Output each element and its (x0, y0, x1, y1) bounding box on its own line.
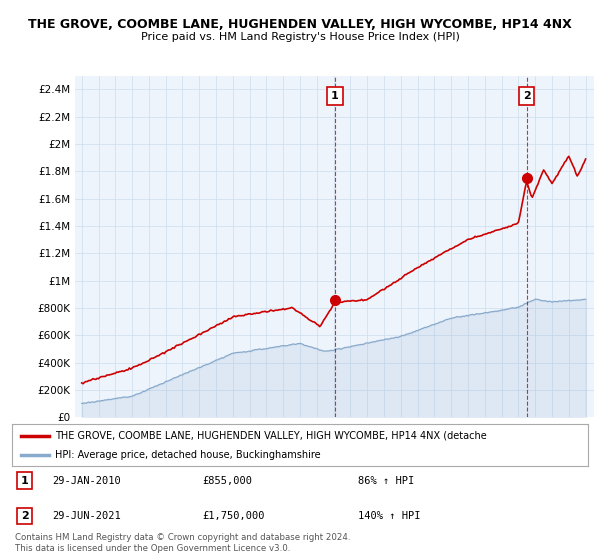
Text: HPI: Average price, detached house, Buckinghamshire: HPI: Average price, detached house, Buck… (55, 450, 321, 460)
Text: Price paid vs. HM Land Registry's House Price Index (HPI): Price paid vs. HM Land Registry's House … (140, 32, 460, 42)
Text: 2: 2 (21, 511, 29, 521)
Text: 140% ↑ HPI: 140% ↑ HPI (358, 511, 420, 521)
Text: THE GROVE, COOMBE LANE, HUGHENDEN VALLEY, HIGH WYCOMBE, HP14 4NX (detache: THE GROVE, COOMBE LANE, HUGHENDEN VALLEY… (55, 431, 487, 441)
Text: 29-JAN-2010: 29-JAN-2010 (52, 476, 121, 486)
Text: £1,750,000: £1,750,000 (202, 511, 265, 521)
Text: 1: 1 (21, 476, 29, 486)
Text: THE GROVE, COOMBE LANE, HUGHENDEN VALLEY, HIGH WYCOMBE, HP14 4NX: THE GROVE, COOMBE LANE, HUGHENDEN VALLEY… (28, 18, 572, 31)
Text: 1: 1 (331, 91, 339, 101)
Text: 29-JUN-2021: 29-JUN-2021 (52, 511, 121, 521)
Text: £855,000: £855,000 (202, 476, 252, 486)
Text: 2: 2 (523, 91, 530, 101)
Text: 86% ↑ HPI: 86% ↑ HPI (358, 476, 414, 486)
Text: Contains HM Land Registry data © Crown copyright and database right 2024.
This d: Contains HM Land Registry data © Crown c… (15, 533, 350, 553)
